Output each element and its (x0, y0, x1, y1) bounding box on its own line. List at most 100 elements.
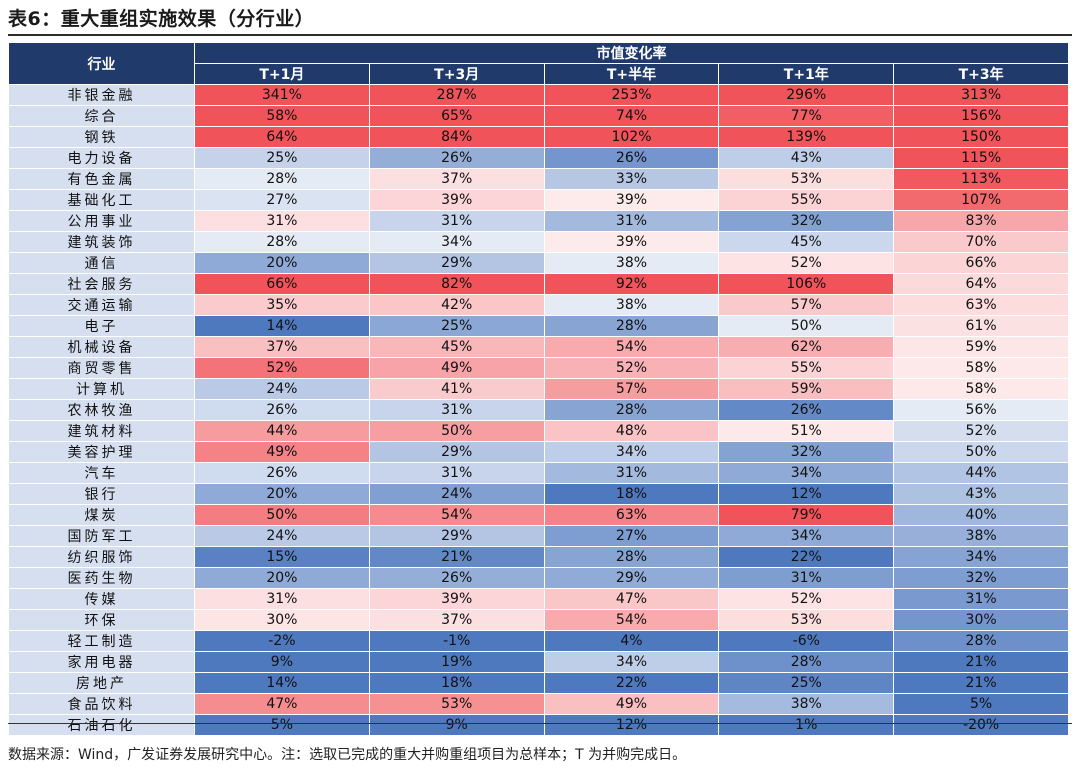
industry-cell: 纺织服饰 (8, 546, 195, 568)
value-cell: 62% (718, 336, 895, 358)
value-cell: 70% (893, 231, 1070, 253)
table-row: 基础化工 27% 39% 39% 55% 107% (8, 189, 1070, 211)
value-cell: 106% (718, 273, 895, 295)
period-header: T+1年 (718, 63, 895, 85)
value-cell: 20% (194, 483, 370, 505)
value-cell: 25% (718, 672, 895, 694)
value-cell: 26% (368, 147, 545, 169)
industry-cell: 计算机 (8, 378, 195, 400)
footer-divider (8, 723, 1072, 724)
industry-cell: 汽车 (8, 462, 195, 484)
value-cell: 52% (718, 588, 895, 610)
value-cell: 54% (368, 504, 545, 526)
value-cell: 4% (543, 630, 720, 652)
value-cell: 31% (543, 210, 720, 232)
value-cell: 63% (893, 294, 1070, 316)
industry-cell: 基础化工 (8, 189, 195, 211)
industry-cell: 商贸零售 (8, 357, 195, 379)
industry-cell: 社会服务 (8, 273, 195, 295)
value-cell: 92% (543, 273, 720, 295)
value-cell: 31% (893, 588, 1070, 610)
value-cell: 64% (893, 273, 1070, 295)
value-cell: 47% (543, 588, 720, 610)
industry-cell: 传媒 (8, 588, 195, 610)
table-row: 农林牧渔 26% 31% 28% 26% 56% (8, 399, 1070, 421)
value-cell: 20% (194, 252, 370, 274)
industry-cell: 通信 (8, 252, 195, 274)
industry-cell: 银行 (8, 483, 195, 505)
value-cell: 30% (893, 609, 1070, 631)
header-row-group: 行业 市值变化率 (8, 42, 1070, 85)
value-cell: 20% (194, 567, 370, 589)
table-row: 轻工制造 -2% -1% 4% -6% 28% (8, 630, 1070, 652)
industry-column-header: 行业 (8, 42, 195, 85)
value-cell: 79% (718, 504, 895, 526)
value-cell: 31% (194, 210, 370, 232)
value-cell: 12% (718, 483, 895, 505)
table-row: 国防军工 24% 29% 27% 34% 38% (8, 525, 1070, 547)
industry-cell: 美容护理 (8, 441, 195, 463)
value-cell: -6% (718, 630, 895, 652)
value-cell: 52% (194, 357, 370, 379)
value-cell: 52% (543, 357, 720, 379)
value-cell: 30% (194, 609, 370, 631)
table-row: 非银金融 341% 287% 253% 296% 313% (8, 84, 1070, 106)
value-cell: 29% (368, 441, 545, 463)
industry-cell: 家用电器 (8, 651, 195, 673)
value-cell: 1% (718, 714, 895, 736)
table-row: 商贸零售 52% 49% 52% 55% 58% (8, 357, 1070, 379)
value-cell: 287% (368, 84, 545, 106)
value-cell: 14% (194, 672, 370, 694)
industry-cell: 医药生物 (8, 567, 195, 589)
table-row: 通信 20% 29% 38% 52% 66% (8, 252, 1070, 274)
table-row: 医药生物 20% 26% 29% 31% 32% (8, 567, 1070, 589)
value-cell: 24% (368, 483, 545, 505)
value-cell: 34% (543, 441, 720, 463)
industry-cell: 机械设备 (8, 336, 195, 358)
value-cell: -1% (368, 630, 545, 652)
value-cell: 32% (893, 567, 1070, 589)
value-cell: 54% (543, 336, 720, 358)
value-cell: -20% (893, 714, 1070, 736)
table-row: 房地产 14% 18% 22% 25% 21% (8, 672, 1070, 694)
value-cell: 31% (368, 210, 545, 232)
industry-cell: 有色金属 (8, 168, 195, 190)
value-cell: 27% (194, 189, 370, 211)
value-cell: 341% (194, 84, 370, 106)
value-cell: 31% (718, 567, 895, 589)
value-cell: 47% (194, 693, 370, 715)
value-cell: 53% (368, 693, 545, 715)
value-cell: 82% (368, 273, 545, 295)
value-cell: 50% (194, 504, 370, 526)
value-cell: 115% (893, 147, 1070, 169)
header-row-periods: T+1月 T+3月 T+半年 T+1年 T+3年 (9, 63, 1070, 85)
value-cell: 31% (368, 462, 545, 484)
table-row: 环保 30% 37% 54% 53% 30% (8, 609, 1070, 631)
value-cell: 49% (194, 441, 370, 463)
value-cell: 26% (194, 462, 370, 484)
value-cell: 26% (194, 399, 370, 421)
value-cell: 26% (718, 399, 895, 421)
value-cell: 61% (893, 315, 1070, 337)
value-cell: 49% (368, 357, 545, 379)
value-cell: 66% (194, 273, 370, 295)
industry-cell: 轻工制造 (8, 630, 195, 652)
table-row: 综合 58% 65% 74% 77% 156% (8, 105, 1070, 127)
table-row: 建筑材料 44% 50% 48% 51% 52% (8, 420, 1070, 442)
value-cell: 39% (543, 231, 720, 253)
table-row: 电力设备 25% 26% 26% 43% 115% (8, 147, 1070, 169)
table-row: 社会服务 66% 82% 92% 106% 64% (8, 273, 1070, 295)
value-cell: 44% (893, 462, 1070, 484)
value-cell: 50% (893, 441, 1070, 463)
value-cell: 43% (893, 483, 1070, 505)
value-cell: 15% (194, 546, 370, 568)
value-cell: 43% (718, 147, 895, 169)
value-cell: 156% (893, 105, 1070, 127)
value-cell: 84% (368, 126, 545, 148)
value-cell: 21% (893, 651, 1070, 673)
value-cell: 34% (893, 546, 1070, 568)
source-note: 数据来源：Wind，广发证券发展研究中心。注：选取已完成的重大并购重组项目为总样… (8, 747, 687, 763)
industry-cell: 非银金融 (8, 84, 195, 106)
table-row: 纺织服饰 15% 21% 28% 22% 34% (8, 546, 1070, 568)
value-cell: 32% (718, 441, 895, 463)
